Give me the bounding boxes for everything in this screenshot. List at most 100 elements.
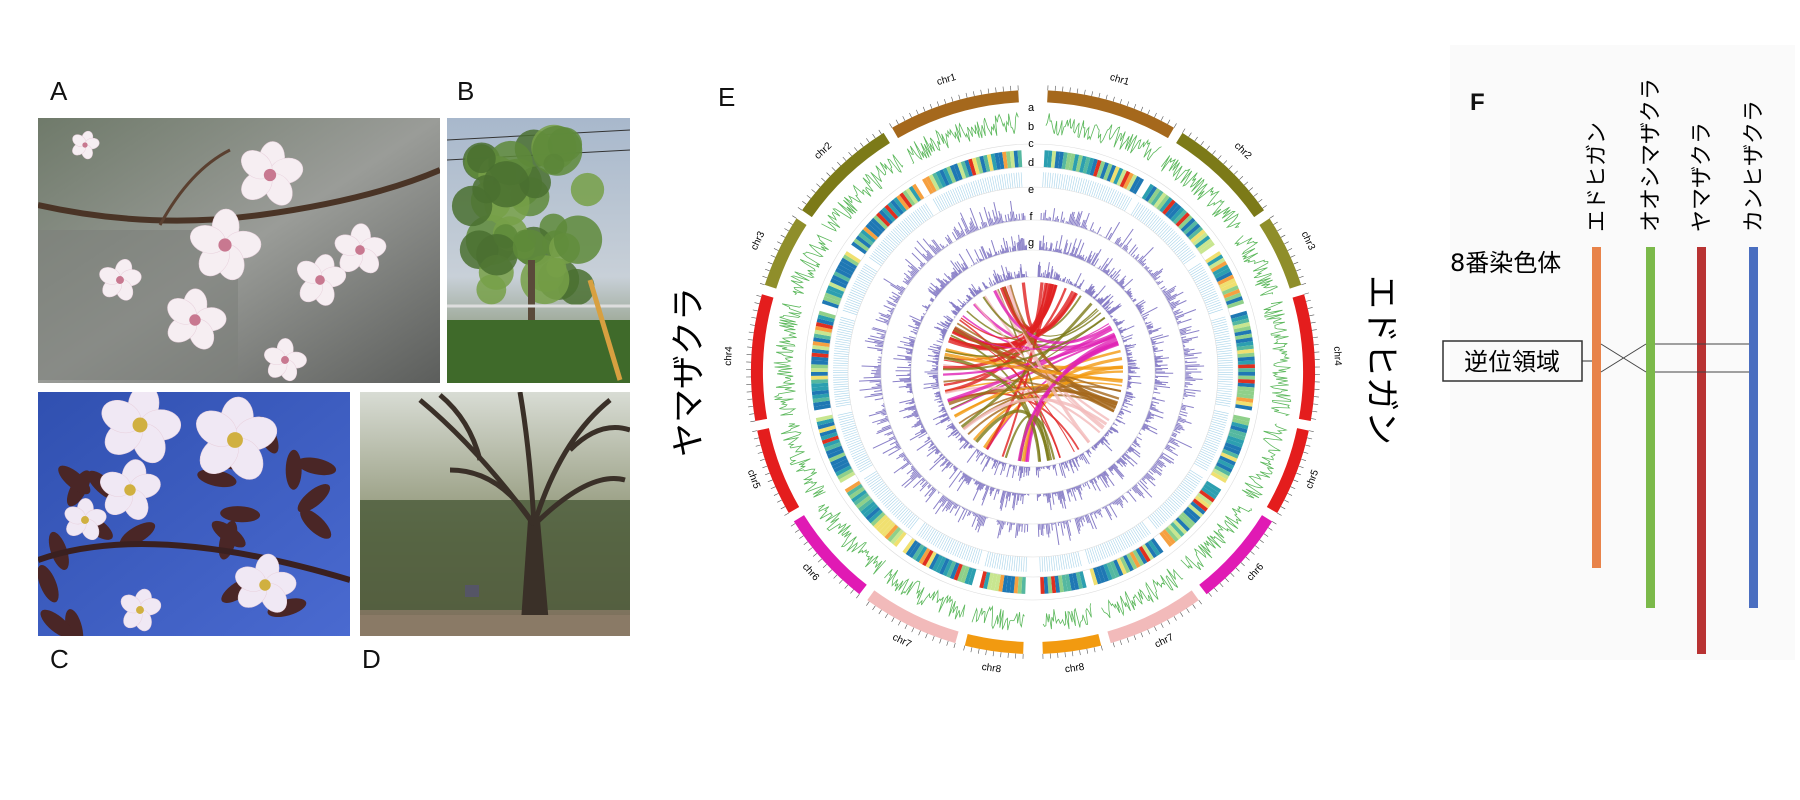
density-tick — [916, 208, 927, 222]
density-tick — [932, 532, 941, 546]
blossom-center — [259, 579, 271, 591]
heatmap-cell — [825, 288, 843, 299]
density-tick — [841, 424, 856, 430]
heatmap-cell — [1221, 448, 1239, 459]
density-tick — [1183, 479, 1196, 489]
gc-track — [818, 504, 887, 575]
density-tick — [1001, 554, 1005, 570]
density-tick — [833, 385, 849, 388]
density-tick — [870, 255, 883, 265]
heatmap-cell — [811, 352, 829, 358]
density-tick — [834, 348, 850, 351]
scale-tick — [1277, 512, 1282, 516]
chromosome-bar — [1646, 247, 1655, 608]
heatmap-cell — [1177, 514, 1193, 529]
heatmap-cell — [865, 506, 881, 521]
density-tick — [834, 345, 850, 349]
heatmap-cell — [1231, 314, 1249, 323]
density-tick — [1134, 526, 1143, 540]
heatmap-cell — [1234, 333, 1253, 340]
heatmap-cell — [1086, 157, 1095, 175]
density-tick — [833, 357, 849, 360]
genome-label: エドヒガン — [1361, 275, 1401, 445]
density-tick — [850, 448, 865, 455]
density-tick — [897, 224, 909, 236]
heatmap-cell — [1236, 341, 1254, 348]
histogram-track — [1082, 283, 1122, 318]
density-tick — [848, 444, 863, 451]
heatmap-cell — [1226, 299, 1245, 309]
density-tick — [970, 547, 976, 563]
density-tick — [1202, 292, 1217, 300]
heatmap-cell — [855, 495, 872, 509]
heatmap-cell — [998, 574, 1005, 592]
density-tick — [1023, 556, 1025, 572]
heatmap-cell — [1119, 170, 1131, 188]
density-tick — [1176, 245, 1189, 256]
panel-label: F — [1470, 89, 1485, 116]
synteny-link — [962, 397, 1108, 431]
chromosome-label: chr6 — [1245, 561, 1266, 583]
density-tick — [1165, 232, 1178, 244]
heatmap-cell — [1164, 201, 1179, 218]
photo-b-content — [447, 124, 630, 383]
density-tick — [912, 211, 923, 225]
scale-tick — [1100, 645, 1103, 651]
density-tick — [977, 549, 983, 565]
leaf — [38, 564, 59, 603]
density-tick — [1197, 279, 1211, 288]
scale-tick — [1240, 562, 1245, 567]
scale-tick — [752, 309, 758, 312]
heatmap-cell — [818, 310, 836, 319]
heatmap-cell — [1009, 150, 1016, 169]
heatmap-cell — [1116, 557, 1127, 575]
density-tick — [1122, 533, 1131, 548]
heatmap-cell — [1057, 151, 1064, 169]
density-tick — [1118, 535, 1126, 550]
scale-tick — [878, 129, 882, 135]
scale-tick — [1233, 170, 1238, 175]
scale-tick — [777, 499, 782, 503]
density-tick — [1137, 524, 1147, 537]
density-tick — [1213, 328, 1229, 333]
scale-tick — [833, 574, 838, 579]
chromosome-band — [757, 428, 800, 513]
density-tick — [1116, 536, 1124, 551]
density-tick — [842, 429, 858, 435]
heatmap-cell — [1206, 254, 1224, 267]
scale-tick — [799, 535, 804, 539]
density-tick — [877, 245, 890, 256]
density-tick — [1069, 175, 1073, 191]
heatmap-cell — [1237, 368, 1255, 372]
density-tick — [1154, 510, 1165, 523]
density-tick — [1187, 262, 1201, 272]
density-tick — [857, 460, 871, 469]
density-tick — [941, 193, 949, 208]
density-tick — [956, 186, 964, 201]
density-tick — [834, 397, 850, 400]
scale-tick — [1280, 234, 1286, 238]
density-tick — [936, 196, 945, 210]
heatmap-cell — [851, 489, 868, 503]
heatmap-cell — [835, 465, 852, 477]
density-tick — [924, 203, 934, 217]
histogram-track — [908, 304, 931, 335]
density-tick — [1089, 548, 1095, 563]
density-tick — [1041, 556, 1044, 572]
heatmap-cell — [1187, 503, 1204, 518]
scale-tick — [1305, 299, 1311, 302]
leaf — [40, 609, 74, 636]
density-tick — [837, 411, 853, 416]
scale-tick — [1311, 418, 1317, 420]
density-tick — [1099, 185, 1106, 200]
scale-tick — [1284, 241, 1289, 245]
track-label: c — [1028, 138, 1034, 150]
scale-tick — [951, 96, 954, 102]
density-tick — [1086, 180, 1092, 196]
scale-tick — [936, 101, 940, 107]
heatmap-cell — [1231, 421, 1249, 430]
gc-track — [906, 111, 1019, 164]
density-tick — [1114, 537, 1122, 552]
heatmap-cell — [1089, 158, 1098, 176]
heatmap-cell — [881, 521, 896, 537]
